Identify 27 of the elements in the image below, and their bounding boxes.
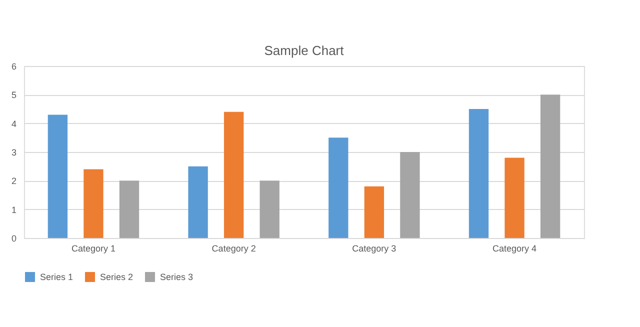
x-tick-label: Category 1 xyxy=(71,244,116,254)
x-tick-label: Category 3 xyxy=(352,244,396,254)
x-tick-label: Category 4 xyxy=(492,244,537,254)
bar xyxy=(468,109,489,238)
legend-label: Series 2 xyxy=(100,272,134,282)
legend-label: Series 3 xyxy=(160,272,194,282)
bar xyxy=(224,112,244,238)
y-tick-label: 4 xyxy=(11,118,16,129)
chart-title: Sample Chart xyxy=(264,43,344,58)
legend-label: Series 1 xyxy=(40,272,74,282)
y-tick-label: 2 xyxy=(11,176,16,186)
bar xyxy=(119,180,140,238)
bar xyxy=(48,114,68,238)
bar xyxy=(364,186,384,238)
y-tick-label: 6 xyxy=(11,62,16,72)
bar xyxy=(540,94,560,238)
y-tick-label: 0 xyxy=(11,234,16,244)
y-tick-label: 5 xyxy=(11,90,16,100)
bar xyxy=(504,158,524,238)
bar xyxy=(400,152,420,238)
bar xyxy=(260,180,280,238)
y-tick-label: 3 xyxy=(11,148,16,158)
bar xyxy=(188,166,208,238)
x-tick-label: Category 2 xyxy=(212,244,256,254)
y-tick-label: 1 xyxy=(11,204,16,215)
bar xyxy=(328,138,348,238)
bar xyxy=(84,169,104,238)
